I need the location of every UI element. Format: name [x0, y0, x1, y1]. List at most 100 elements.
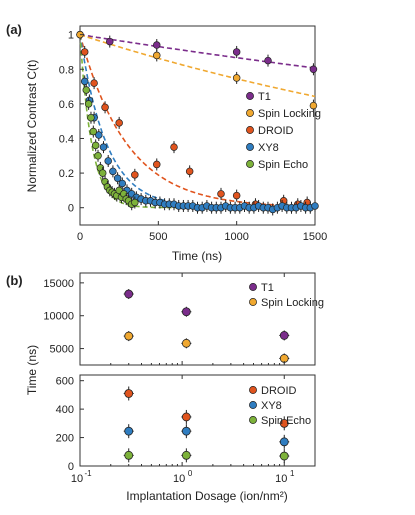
xy8-point — [109, 167, 117, 176]
panel-b-legend: T1 Spin Locking DROID XY8 Spin Echo — [249, 282, 324, 427]
spin-echo-point — [82, 86, 91, 94]
panel-b-y-axis-label: Time (ns) — [25, 345, 39, 395]
b-upper-y-tick-label: 15000 — [43, 278, 74, 290]
spin-locking-legend-marker — [246, 109, 254, 117]
spin-locking-legend-label: Spin Locking — [261, 297, 324, 309]
a-y-tick-label: 0.2 — [59, 168, 74, 180]
t1-point — [106, 37, 114, 46]
panel-a-legend: T1 Spin Locking DROID XY8 Spin Echo — [246, 91, 321, 171]
a-x-tick-label: 0 — [77, 231, 83, 243]
droid-legend-marker — [249, 386, 257, 394]
panel-a-y-axis-label: Normalized Contrast C(t) — [25, 60, 39, 193]
spin-locking-legend-marker — [249, 298, 257, 306]
panel-a-frame — [79, 25, 316, 226]
panel-b-upper-frame — [79, 272, 316, 366]
b-x-tick-exponent: -1 — [84, 469, 92, 478]
xy8-point — [181, 426, 191, 436]
droid-point — [232, 191, 241, 200]
panel-b-x-axis-label: Implantation Dosage (ion/nm²) — [126, 489, 287, 503]
t1-point — [279, 331, 289, 340]
t1-legend-label: T1 — [261, 282, 274, 294]
xy8-point — [118, 179, 127, 188]
panel-b-label: (b) — [6, 273, 23, 288]
a-y-tick-label: 0 — [68, 203, 74, 215]
droid-point — [124, 389, 134, 398]
panel-b-points — [123, 289, 290, 464]
droid-point — [101, 103, 109, 112]
xy8-point — [124, 426, 134, 436]
spin-locking-point — [153, 51, 161, 60]
droid-point — [170, 143, 178, 151]
t1-point — [153, 41, 161, 49]
xy8-fit-curve — [79, 34, 315, 209]
a-x-tick-label: 1000 — [224, 231, 248, 243]
xy8-point — [99, 143, 108, 151]
b-upper-y-tick-label: 5000 — [50, 344, 74, 356]
xy8-legend-label: XY8 — [258, 142, 279, 154]
a-y-tick-label: 0.8 — [59, 64, 74, 76]
xy8-point — [279, 437, 289, 447]
spin-echo-fit-curve — [79, 34, 315, 209]
t1-legend-marker — [249, 283, 257, 291]
xy8-point — [113, 174, 122, 183]
b-x-tick-label: 10 — [173, 473, 185, 485]
xy8-legend-marker — [246, 143, 254, 151]
panel-b: (b) 10 -1 10 0 10 1 500010000150000200400600 … — [6, 272, 324, 503]
t1-point — [264, 56, 272, 65]
droid-point — [80, 48, 89, 56]
spin-echo-point — [279, 451, 289, 461]
panel-a: (a) 0 500 1000 1500 0 0.2 0.4 0.6 0.8 1 T1 Spin L… — [6, 22, 327, 263]
xy8-legend-marker — [249, 401, 257, 409]
spin-echo-legend-marker — [246, 160, 254, 168]
spin-echo-legend-marker — [249, 416, 257, 424]
xy8-legend-label: XY8 — [261, 400, 282, 412]
t1-fit-curve — [79, 33, 316, 69]
t1-point — [309, 65, 318, 74]
t1-point — [232, 48, 241, 56]
b-lower-y-tick-label: 400 — [56, 404, 74, 416]
a-x-tick-label: 500 — [149, 231, 167, 243]
a-y-tick-label: 0.6 — [59, 99, 74, 111]
panel-a-fit-curves — [79, 33, 316, 209]
b-x-tick-label: 10 — [275, 473, 287, 485]
a-x-tick-label: 1500 — [303, 231, 327, 243]
b-upper-y-tick-label: 10000 — [43, 311, 74, 323]
xy8-point — [80, 77, 89, 86]
droid-point — [131, 171, 139, 179]
droid-point — [181, 412, 191, 422]
panel-a-x-ticks: 0 500 1000 1500 — [77, 221, 327, 243]
panel-a-y-ticks: 0 0.2 0.4 0.6 0.8 1 — [59, 30, 84, 215]
panel-b-x-ticks: 10 -1 10 0 10 1 — [71, 273, 316, 485]
spin-locking-legend-label: Spin Locking — [258, 108, 321, 120]
spin-locking-point — [181, 338, 191, 348]
panel-b-y-ticks: 5000 10000 15000 0 200 400 600 — [43, 278, 84, 473]
t1-point — [124, 289, 134, 299]
panel-a-points — [76, 28, 319, 216]
t1-point — [181, 307, 191, 317]
a-y-tick-label: 1 — [68, 30, 74, 42]
b-x-tick-exponent: 0 — [188, 469, 193, 478]
a-y-tick-label: 0.4 — [59, 133, 74, 145]
xy8-point — [104, 157, 112, 165]
spin-echo-point — [94, 152, 102, 160]
spin-locking-point — [124, 331, 134, 341]
spin-locking-point — [309, 101, 318, 110]
b-x-tick-label: 10 — [71, 473, 83, 485]
droid-legend-label: DROID — [261, 385, 297, 397]
spin-echo-point — [89, 127, 98, 136]
xy8-point — [311, 202, 319, 210]
spin-echo-point — [87, 113, 95, 122]
spin-echo-legend-label: Spin Echo — [258, 159, 308, 171]
droid-point — [217, 190, 225, 198]
droid-point — [279, 418, 289, 428]
spin-echo-point — [84, 100, 93, 108]
b-x-tick-exponent: 1 — [290, 469, 295, 478]
droid-fit-curve — [79, 34, 315, 208]
b-lower-y-tick-label: 200 — [56, 433, 74, 445]
spin-locking-point — [232, 74, 241, 82]
b-lower-y-tick-label: 0 — [68, 461, 74, 473]
droid-point — [153, 160, 161, 169]
droid-point — [90, 79, 98, 87]
panel-a-x-axis-label: Time (ns) — [172, 249, 222, 263]
xy8-point — [95, 131, 103, 139]
